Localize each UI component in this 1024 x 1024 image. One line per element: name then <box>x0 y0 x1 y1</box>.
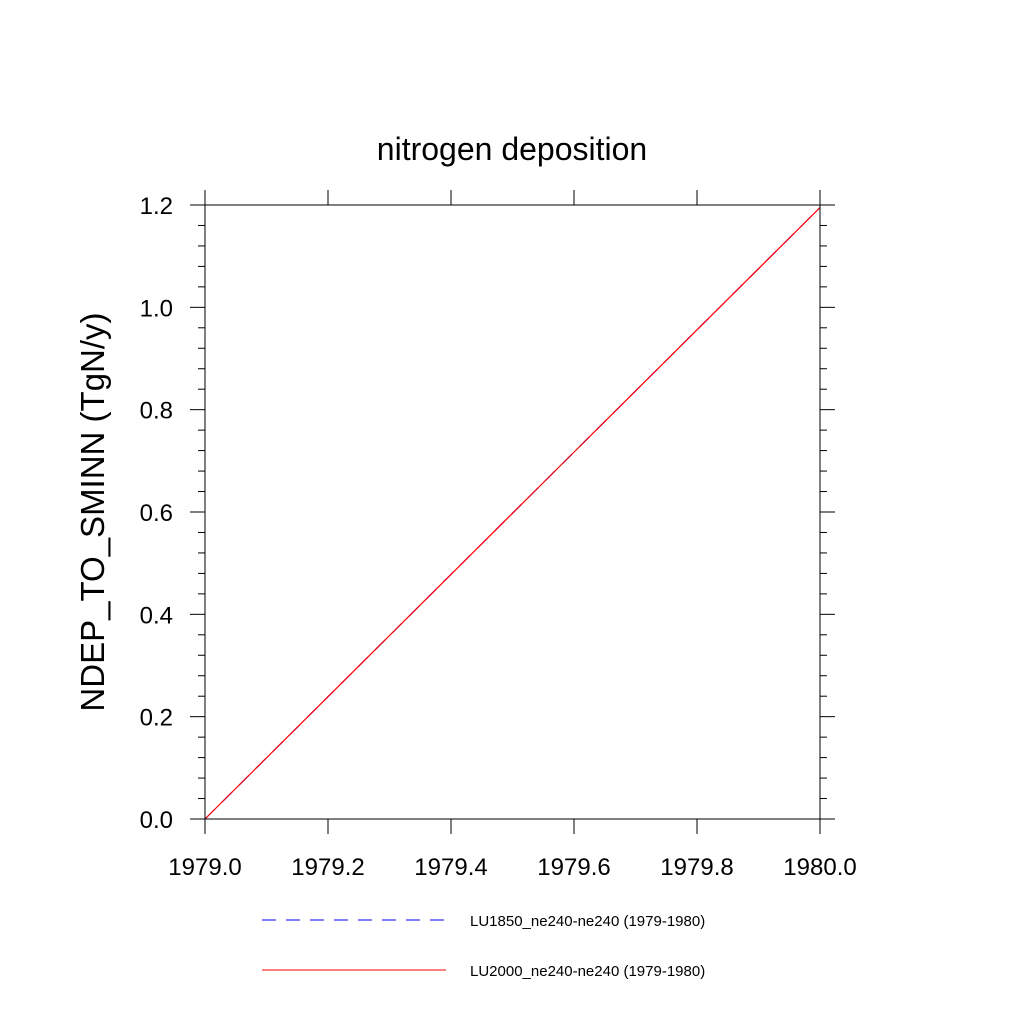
y-tick-label: 0.8 <box>140 398 173 425</box>
x-tick-label: 1979.2 <box>291 854 364 881</box>
x-tick-label: 1979.6 <box>537 854 610 881</box>
y-tick-label: 0.2 <box>140 705 173 732</box>
y-tick-label: 1.2 <box>140 193 173 220</box>
minor-ticks <box>198 224 827 800</box>
x-tick-label: 1979.0 <box>168 854 241 881</box>
y-tick-label: 1.0 <box>140 295 173 322</box>
x-tick-label: 1979.4 <box>414 854 487 881</box>
x-tick-label: 1980.0 <box>783 854 856 881</box>
y-tick-labels: 0.0 0.2 0.4 0.6 0.8 1.0 1.2 <box>140 193 173 834</box>
series-lines <box>204 207 821 820</box>
legend: LU1850_ne240-ne240 (1979-1980) LU2000_ne2… <box>262 913 705 980</box>
y-axis-label: NDEP_TO_SMINN (TgN/y) <box>74 312 111 711</box>
plot-frame <box>204 204 821 820</box>
y-tick-label: 0.0 <box>140 807 173 834</box>
legend-label-2: LU2000_ne240-ne240 (1979-1980) <box>470 963 705 980</box>
series-line-2 <box>204 207 821 820</box>
y-tick-label: 0.6 <box>140 500 173 527</box>
x-tick-label: 1979.8 <box>660 854 733 881</box>
y-tick-label: 0.4 <box>140 602 173 629</box>
chart-title: nitrogen deposition <box>377 131 647 167</box>
major-ticks <box>190 190 835 834</box>
legend-label-1: LU1850_ne240-ne240 (1979-1980) <box>470 913 705 930</box>
x-tick-labels: 1979.0 1979.2 1979.4 1979.6 1979.8 1980.0 <box>168 854 856 881</box>
